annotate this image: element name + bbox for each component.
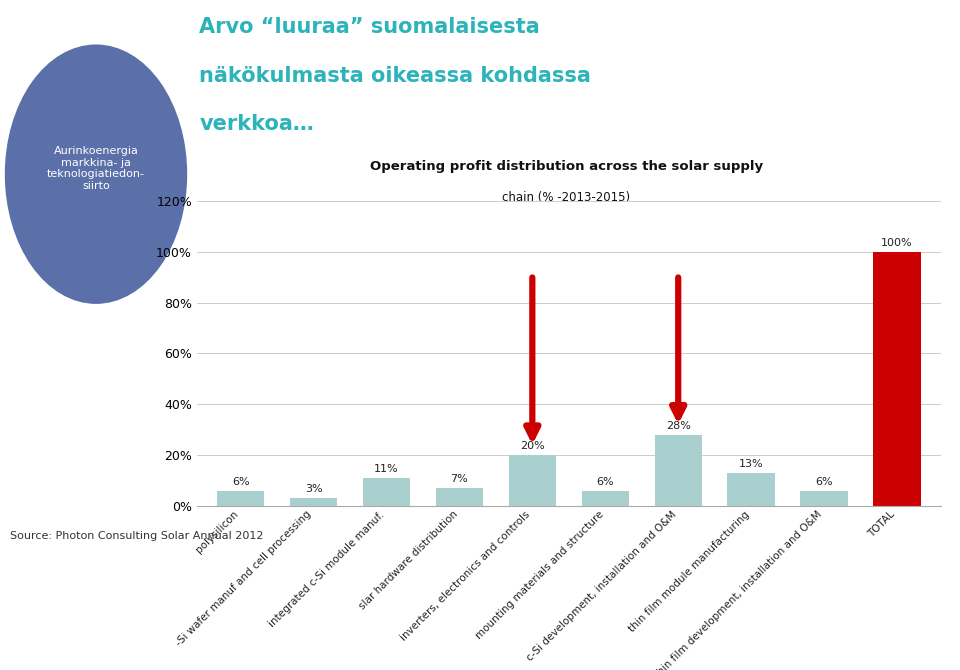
Text: thin film module manufacturing: thin film module manufacturing xyxy=(627,509,751,634)
Bar xyxy=(655,435,702,506)
Bar xyxy=(728,473,775,506)
Text: Arvo “luuraa” suomalaisesta: Arvo “luuraa” suomalaisesta xyxy=(200,17,540,37)
Text: Satakunta University of Applied Sciences  |  Faculty of Energy and Construction: Satakunta University of Applied Sciences… xyxy=(24,642,492,655)
Bar xyxy=(290,498,337,506)
Text: Operating profit distribution across the solar supply: Operating profit distribution across the… xyxy=(370,159,763,173)
Text: c-Si development, installation and O&M: c-Si development, installation and O&M xyxy=(524,509,678,663)
Text: integrated c-Si module manuf.: integrated c-Si module manuf. xyxy=(267,509,387,628)
Bar xyxy=(509,455,556,506)
Text: mounting materials and structure: mounting materials and structure xyxy=(473,509,605,641)
Text: 7%: 7% xyxy=(450,474,468,484)
Ellipse shape xyxy=(5,44,187,304)
Text: inverters, electronics and controls: inverters, electronics and controls xyxy=(399,509,533,643)
Bar xyxy=(363,478,410,506)
Text: 28%: 28% xyxy=(666,421,690,431)
Text: thin film development, installation and O&M: thin film development, installation and … xyxy=(653,509,824,670)
Text: chain (% -2013-2015): chain (% -2013-2015) xyxy=(502,191,631,204)
Text: TOTAL: TOTAL xyxy=(867,509,897,539)
Text: 6%: 6% xyxy=(815,477,833,487)
Bar xyxy=(217,490,264,506)
Text: Source: Photon Consulting Solar Annual 2012: Source: Photon Consulting Solar Annual 2… xyxy=(10,531,263,541)
Text: slar hardware distribution: slar hardware distribution xyxy=(357,509,460,612)
Text: näkökulmasta oikeassa kohdassa: näkökulmasta oikeassa kohdassa xyxy=(200,66,591,86)
Text: 3%: 3% xyxy=(304,484,323,494)
Text: 6%: 6% xyxy=(596,477,614,487)
Text: 11%: 11% xyxy=(374,464,398,474)
Text: 20%: 20% xyxy=(520,442,544,451)
Text: 6%: 6% xyxy=(231,477,250,487)
Text: verkkoa…: verkkoa… xyxy=(200,115,314,135)
Text: samk: samk xyxy=(811,622,874,641)
Bar xyxy=(582,490,629,506)
Bar xyxy=(874,252,921,506)
Text: 100%: 100% xyxy=(881,238,913,248)
Text: Aurinkoenergia
markkina- ja
teknologiatiedon-
siirto: Aurinkoenergia markkina- ja teknologiati… xyxy=(47,146,145,191)
Text: -Si wafer manuf and cell processing: -Si wafer manuf and cell processing xyxy=(175,509,314,649)
Text: polysilicon: polysilicon xyxy=(194,509,241,555)
Bar xyxy=(801,490,848,506)
Text: 13%: 13% xyxy=(739,459,763,469)
Text: Satakunnan ammattikorkeakoulu  |  Energia ja rakentaminen: Satakunnan ammattikorkeakoulu | Energia … xyxy=(24,614,385,626)
Bar xyxy=(436,488,483,506)
